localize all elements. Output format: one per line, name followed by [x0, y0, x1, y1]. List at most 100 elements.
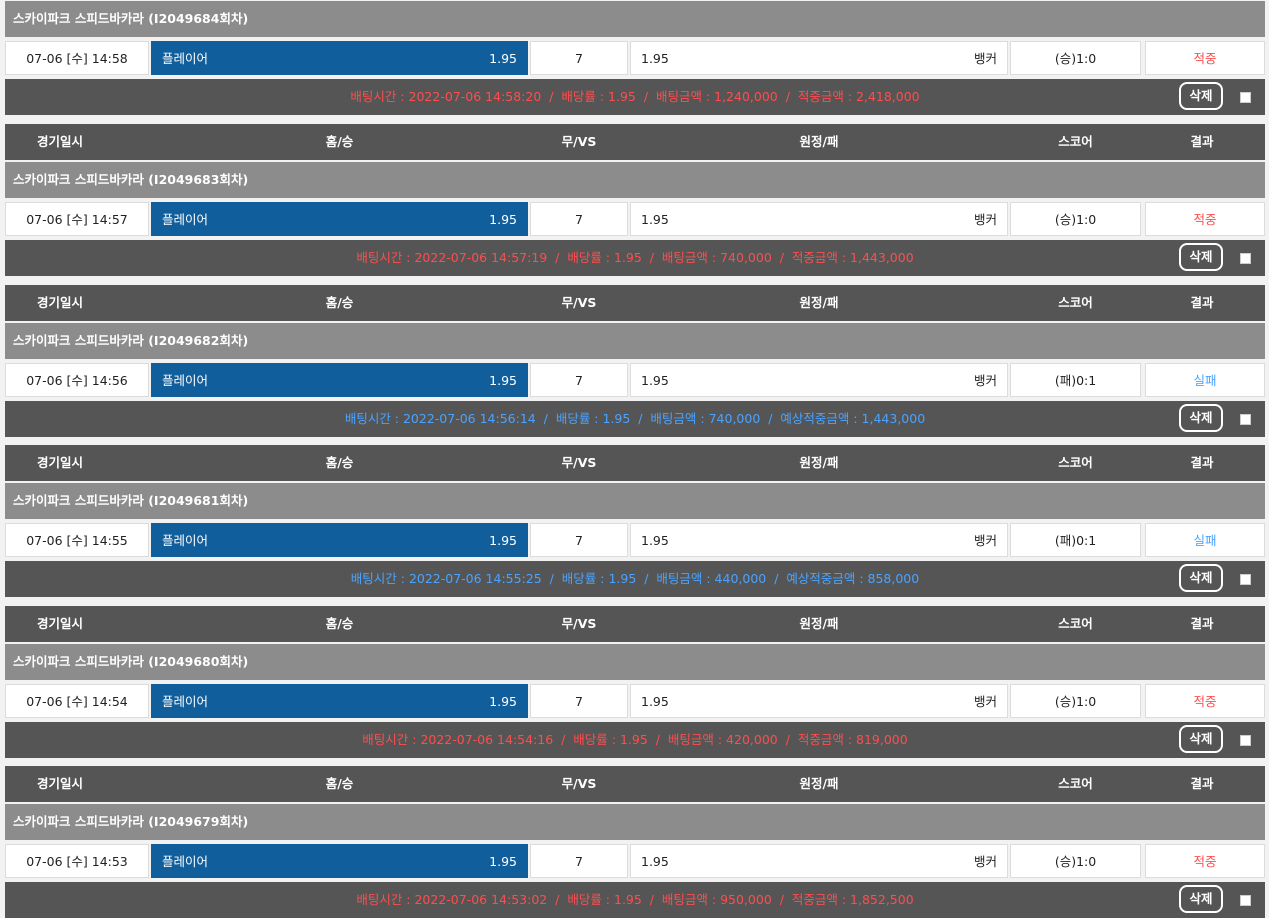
delete-button[interactable]: 삭제: [1179, 82, 1223, 110]
bet-result: 적중: [1145, 41, 1265, 75]
bet-row: 07-06 [수] 14:53 플레이어 1.95 7 1.95 뱅커 (승)1:0 적중: [5, 844, 1265, 880]
header-score: 스코어: [1058, 455, 1093, 470]
header-away: 원정/패: [799, 134, 839, 149]
home-odds: 1.95: [489, 212, 517, 227]
home-odds: 1.95: [489, 854, 517, 869]
home-label: 플레이어: [162, 212, 209, 227]
header-score: 스코어: [1058, 616, 1093, 631]
bet-info-bar: 배팅시간 : 2022-07-06 14:55:25 / 배당률 : 1.95 …: [5, 561, 1265, 597]
header-score: 스코어: [1058, 134, 1093, 149]
away-odds: 1.95: [641, 212, 669, 227]
away-option[interactable]: 1.95 뱅커: [630, 363, 1008, 397]
header-result: 결과: [1190, 616, 1214, 631]
draw-option[interactable]: 7: [530, 523, 628, 557]
away-label: 뱅커: [973, 212, 997, 227]
header-result: 결과: [1190, 455, 1214, 470]
delete-button[interactable]: 삭제: [1179, 885, 1223, 913]
bet-info-text: 배팅시간 : 2022-07-06 14:56:14 / 배당률 : 1.95 …: [344, 411, 926, 426]
select-checkbox[interactable]: [1240, 92, 1251, 103]
header-score: 스코어: [1058, 776, 1093, 791]
bet-score: (승)1:0: [1010, 202, 1141, 236]
header-draw: 무/VS: [561, 616, 597, 631]
draw-option[interactable]: 7: [530, 202, 628, 236]
bet-result: 실패: [1145, 363, 1265, 397]
home-label: 플레이어: [162, 854, 209, 869]
delete-button[interactable]: 삭제: [1179, 725, 1223, 753]
select-checkbox[interactable]: [1240, 414, 1251, 425]
header-result: 결과: [1190, 295, 1214, 310]
game-title: 스카이파크 스피드바카라 (I2049681회차): [5, 483, 1265, 519]
draw-option[interactable]: 7: [530, 684, 628, 718]
column-header: 경기일시 홈/승 무/VS 원정/패 스코어 결과: [5, 124, 1265, 160]
away-label: 뱅커: [973, 533, 997, 548]
away-option[interactable]: 1.95 뱅커: [630, 523, 1008, 557]
draw-option[interactable]: 7: [530, 363, 628, 397]
away-odds: 1.95: [641, 694, 669, 709]
header-home: 홈/승: [325, 455, 354, 470]
away-odds: 1.95: [641, 854, 669, 869]
game-title: 스카이파크 스피드바카라 (I2049682회차): [5, 323, 1265, 359]
home-option-selected[interactable]: 플레이어 1.95: [151, 684, 528, 718]
draw-option[interactable]: 7: [530, 41, 628, 75]
header-home: 홈/승: [325, 134, 354, 149]
header-date: 경기일시: [36, 295, 83, 310]
delete-button[interactable]: 삭제: [1179, 404, 1223, 432]
away-label: 뱅커: [973, 373, 997, 388]
away-option[interactable]: 1.95 뱅커: [630, 202, 1008, 236]
select-checkbox[interactable]: [1240, 895, 1251, 906]
bet-row: 07-06 [수] 14:55 플레이어 1.95 7 1.95 뱅커 (패)0:1 실패: [5, 523, 1265, 559]
header-score: 스코어: [1058, 295, 1093, 310]
header-result: 결과: [1190, 776, 1214, 791]
bet-date: 07-06 [수] 14:55: [5, 523, 149, 557]
bet-info-bar: 배팅시간 : 2022-07-06 14:58:20 / 배당률 : 1.95 …: [5, 79, 1265, 115]
header-draw: 무/VS: [561, 455, 597, 470]
select-checkbox[interactable]: [1240, 253, 1251, 264]
bet-row: 07-06 [수] 14:54 플레이어 1.95 7 1.95 뱅커 (승)1:0 적중: [5, 684, 1265, 720]
bet-result: 적중: [1145, 684, 1265, 718]
bet-info-bar: 배팅시간 : 2022-07-06 14:53:02 / 배당률 : 1.95 …: [5, 882, 1265, 918]
bet-info-bar: 배팅시간 : 2022-07-06 14:57:19 / 배당률 : 1.95 …: [5, 240, 1265, 276]
game-title: 스카이파크 스피드바카라 (I2049684회차): [5, 1, 1265, 37]
away-option[interactable]: 1.95 뱅커: [630, 844, 1008, 878]
bet-result: 적중: [1145, 844, 1265, 878]
bet-info-text: 배팅시간 : 2022-07-06 14:54:16 / 배당률 : 1.95 …: [362, 732, 908, 747]
header-result: 결과: [1190, 134, 1214, 149]
away-label: 뱅커: [973, 694, 997, 709]
bet-result: 적중: [1145, 202, 1265, 236]
away-label: 뱅커: [973, 51, 997, 66]
header-away: 원정/패: [799, 455, 839, 470]
header-home: 홈/승: [325, 295, 354, 310]
game-title: 스카이파크 스피드바카라 (I2049683회차): [5, 162, 1265, 198]
bet-row: 07-06 [수] 14:57 플레이어 1.95 7 1.95 뱅커 (승)1:0 적중: [5, 202, 1265, 238]
column-header: 경기일시 홈/승 무/VS 원정/패 스코어 결과: [5, 285, 1265, 321]
bet-info-text: 배팅시간 : 2022-07-06 14:55:25 / 배당률 : 1.95 …: [350, 571, 920, 586]
delete-button[interactable]: 삭제: [1179, 243, 1223, 271]
select-checkbox[interactable]: [1240, 574, 1251, 585]
home-odds: 1.95: [489, 373, 517, 388]
bet-score: (패)0:1: [1010, 523, 1141, 557]
header-date: 경기일시: [36, 455, 83, 470]
home-option-selected[interactable]: 플레이어 1.95: [151, 202, 528, 236]
select-checkbox[interactable]: [1240, 735, 1251, 746]
header-draw: 무/VS: [561, 295, 597, 310]
bet-score: (승)1:0: [1010, 844, 1141, 878]
home-option-selected[interactable]: 플레이어 1.95: [151, 363, 528, 397]
home-option-selected[interactable]: 플레이어 1.95: [151, 41, 528, 75]
away-option[interactable]: 1.95 뱅커: [630, 41, 1008, 75]
home-odds: 1.95: [489, 694, 517, 709]
home-option-selected[interactable]: 플레이어 1.95: [151, 523, 528, 557]
away-option[interactable]: 1.95 뱅커: [630, 684, 1008, 718]
header-away: 원정/패: [799, 616, 839, 631]
bet-info-text: 배팅시간 : 2022-07-06 14:58:20 / 배당률 : 1.95 …: [350, 89, 920, 104]
bet-info-text: 배팅시간 : 2022-07-06 14:53:02 / 배당률 : 1.95 …: [356, 892, 914, 907]
bet-date: 07-06 [수] 14:53: [5, 844, 149, 878]
away-odds: 1.95: [641, 51, 669, 66]
home-label: 플레이어: [162, 373, 209, 388]
home-option-selected[interactable]: 플레이어 1.95: [151, 844, 528, 878]
home-odds: 1.95: [489, 51, 517, 66]
draw-option[interactable]: 7: [530, 844, 628, 878]
delete-button[interactable]: 삭제: [1179, 564, 1223, 592]
column-header: 경기일시 홈/승 무/VS 원정/패 스코어 결과: [5, 766, 1265, 802]
home-label: 플레이어: [162, 51, 209, 66]
bet-date: 07-06 [수] 14:54: [5, 684, 149, 718]
